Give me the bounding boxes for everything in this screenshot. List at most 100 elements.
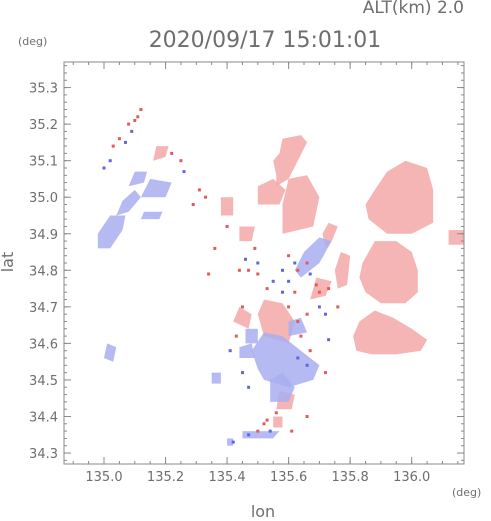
echo-region-positive xyxy=(310,277,332,300)
echo-region-positive xyxy=(353,310,428,355)
echo-region-positive xyxy=(220,197,234,216)
echo-pixel-positive xyxy=(247,268,251,272)
y-axis-label: lat xyxy=(0,252,17,273)
x-tick-label: 136.0 xyxy=(393,470,430,485)
x-tick-label: 135.4 xyxy=(208,470,245,485)
altitude-label: ALT(km) 2.0 xyxy=(363,0,464,18)
echo-pixel-positive xyxy=(314,283,318,287)
echo-region-positive xyxy=(359,241,418,304)
echo-pixel-negative xyxy=(247,385,251,389)
y-tick-label: 34.9 xyxy=(29,228,58,243)
echo-region-negative xyxy=(239,343,255,358)
y-unit-label: (deg) xyxy=(18,35,47,48)
echo-pixel-negative xyxy=(305,363,309,367)
echo-pixel-negative xyxy=(308,272,312,276)
reflectivity-field xyxy=(97,108,464,446)
echo-pixel-positive xyxy=(299,334,303,338)
echo-pixel-negative xyxy=(108,159,112,163)
echo-region-positive xyxy=(365,160,434,234)
echo-region-negative xyxy=(251,332,320,388)
echo-pixel-negative xyxy=(241,371,244,375)
echo-pixel-positive xyxy=(197,188,201,192)
echo-pixel-negative xyxy=(271,279,275,283)
echo-pixel-positive xyxy=(296,268,300,272)
echo-pixel-negative xyxy=(124,140,127,144)
echo-region-positive xyxy=(334,252,351,289)
echo-pixel-positive xyxy=(179,159,183,163)
echo-pixel-positive xyxy=(253,246,257,250)
echo-pixel-positive xyxy=(308,349,312,353)
echo-pixel-positive xyxy=(204,195,207,199)
x-tick-label: 135.2 xyxy=(147,470,184,485)
echo-region-negative xyxy=(104,343,117,362)
y-tick-label: 34.5 xyxy=(29,374,58,389)
y-tick-label: 34.4 xyxy=(29,410,58,425)
echo-pixel-positive xyxy=(234,334,238,338)
echo-pixel-positive xyxy=(317,290,321,294)
echo-pixel-negative xyxy=(281,290,284,294)
echo-pixel-positive xyxy=(327,287,331,291)
echo-pixel-positive xyxy=(336,305,340,309)
echo-pixel-negative xyxy=(293,261,297,265)
echo-region-negative xyxy=(128,171,148,187)
echo-pixel-positive xyxy=(225,225,229,228)
echo-region-negative xyxy=(245,328,258,344)
echo-pixel-positive xyxy=(290,429,294,433)
y-tick-label: 34.3 xyxy=(29,447,58,462)
echo-pixel-positive xyxy=(133,119,137,122)
echo-pixel-negative xyxy=(324,312,327,316)
echo-region-positive xyxy=(233,306,252,329)
axis-ticks: 135.0 135.2 135.4 135.6 135.8 136.0 34.3 34.4 34… xyxy=(29,62,464,485)
echo-pixel-positive xyxy=(117,137,121,141)
echo-region-positive xyxy=(282,175,320,234)
y-tick-label: 35.0 xyxy=(29,191,58,206)
echo-pixel-positive xyxy=(265,418,269,422)
echo-pixel-positive xyxy=(265,287,269,291)
echo-region-positive xyxy=(153,146,169,161)
echo-pixel-positive xyxy=(241,305,244,309)
echo-pixel-negative xyxy=(268,429,272,433)
echo-region-negative xyxy=(97,215,126,249)
echo-pixel-positive xyxy=(237,268,241,272)
echo-pixel-positive xyxy=(207,272,211,276)
x-tick-label: 135.8 xyxy=(332,470,369,485)
echo-region-negative xyxy=(116,189,141,216)
echo-region-negative xyxy=(294,237,332,278)
echo-region-positive xyxy=(239,226,255,242)
x-unit-label: (deg) xyxy=(452,486,481,499)
echo-pixel-negative xyxy=(256,261,260,265)
echo-region-negative xyxy=(211,372,221,384)
echo-pixel-negative xyxy=(296,356,300,360)
y-tick-label: 35.2 xyxy=(29,118,58,133)
echo-pixel-negative xyxy=(281,268,284,272)
echo-pixel-positive xyxy=(136,115,140,119)
y-tick-label: 34.8 xyxy=(29,264,58,279)
echo-pixel-negative xyxy=(247,433,251,437)
y-tick-label: 35.1 xyxy=(29,155,58,170)
echo-pixel-negative xyxy=(102,166,106,170)
echo-pixel-positive xyxy=(287,254,291,258)
echo-pixel-positive xyxy=(170,151,174,155)
y-tick-label: 34.6 xyxy=(29,337,58,352)
echo-region-positive xyxy=(448,230,464,245)
echo-region-negative xyxy=(227,438,234,446)
echo-pixel-positive xyxy=(274,411,278,415)
echo-pixel-positive xyxy=(305,261,309,265)
echo-pixel-positive xyxy=(296,320,300,323)
chart-title: 2020/09/17 15:01:01 xyxy=(149,28,382,53)
echo-pixel-negative xyxy=(244,257,247,261)
y-tick-label: 35.3 xyxy=(29,82,58,97)
echo-region-negative xyxy=(242,431,280,439)
echo-pixel-positive xyxy=(256,272,260,276)
echo-pixel-negative xyxy=(327,338,331,342)
echo-region-negative xyxy=(140,211,163,220)
echo-pixel-negative xyxy=(228,349,232,353)
echo-region-positive xyxy=(273,416,283,428)
x-tick-label: 135.0 xyxy=(85,470,122,485)
echo-region-negative xyxy=(140,178,172,198)
echo-pixel-positive xyxy=(256,429,260,433)
echo-pixel-positive xyxy=(324,371,327,375)
echo-pixel-positive xyxy=(305,312,309,316)
echo-pixel-positive xyxy=(213,246,217,250)
